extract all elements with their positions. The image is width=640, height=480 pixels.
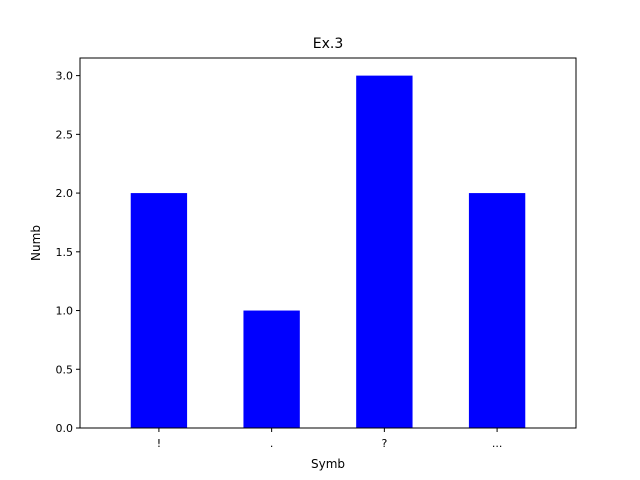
y-tick-label: 2.0 (56, 187, 74, 200)
x-axis-ticks: !.?... (157, 428, 503, 450)
y-tick-label: 1.5 (56, 246, 74, 259)
y-tick-label: 1.0 (56, 305, 74, 318)
x-axis-label: Symb (311, 457, 345, 471)
y-axis-label: Numb (29, 225, 43, 261)
bar-3 (468, 193, 526, 428)
x-tick-label: ... (492, 437, 503, 450)
x-tick-label: ! (157, 437, 161, 450)
y-tick-label: 2.5 (56, 128, 74, 141)
y-axis-ticks: 0.0 0.5 1.0 1.5 2.0 2.5 3.0 (56, 70, 80, 435)
bar-1 (243, 310, 300, 428)
plot-area-frame (79, 57, 577, 429)
chart-title: Ex.3 (313, 36, 344, 52)
y-tick-label: 0.0 (56, 422, 74, 435)
x-tick-label: ? (381, 437, 387, 450)
bar-0 (130, 193, 188, 428)
y-tick-label: 0.5 (56, 363, 74, 376)
bar-2 (356, 75, 413, 428)
x-tick-label: . (270, 437, 274, 450)
bars-group (130, 75, 526, 428)
y-tick-label: 3.0 (56, 70, 74, 83)
